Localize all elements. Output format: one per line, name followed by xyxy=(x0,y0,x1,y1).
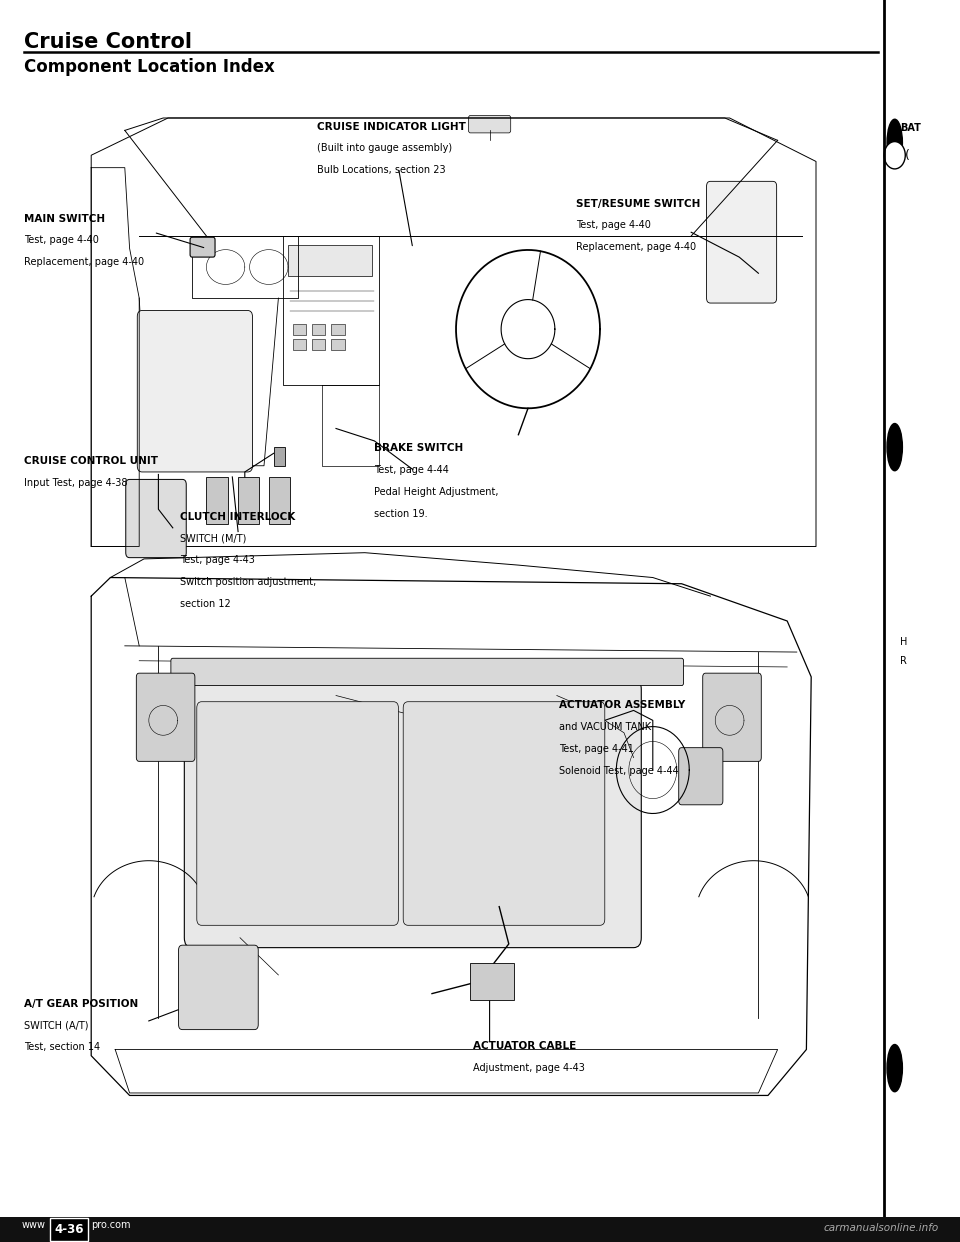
Bar xyxy=(293,339,306,350)
Circle shape xyxy=(884,142,905,169)
FancyBboxPatch shape xyxy=(703,673,761,761)
Text: Test, page 4-43: Test, page 4-43 xyxy=(180,555,255,565)
Text: Test, page 4-44: Test, page 4-44 xyxy=(374,465,449,476)
Text: CLUTCH INTERLOCK: CLUTCH INTERLOCK xyxy=(180,512,296,522)
Text: Bulb Locations, section 23: Bulb Locations, section 23 xyxy=(317,165,445,175)
Text: carmanualsonline.info: carmanualsonline.info xyxy=(824,1223,939,1233)
Bar xyxy=(331,339,345,350)
Bar xyxy=(288,245,372,276)
Text: Solenoid Test, page 4-44: Solenoid Test, page 4-44 xyxy=(559,765,679,776)
Text: section 12: section 12 xyxy=(180,599,231,609)
FancyBboxPatch shape xyxy=(197,702,398,925)
Text: Test, page 4-40: Test, page 4-40 xyxy=(24,236,99,246)
Text: Switch position adjustment,: Switch position adjustment, xyxy=(180,576,317,587)
Bar xyxy=(293,324,306,335)
FancyBboxPatch shape xyxy=(707,181,777,303)
Bar xyxy=(312,324,325,335)
Bar xyxy=(274,447,285,466)
Bar xyxy=(470,963,514,1000)
Text: Component Location Index: Component Location Index xyxy=(24,58,275,76)
Text: Replacement, page 4-40: Replacement, page 4-40 xyxy=(576,242,696,252)
Text: SWITCH (M/T): SWITCH (M/T) xyxy=(180,534,247,544)
Text: A/T GEAR POSITION: A/T GEAR POSITION xyxy=(24,999,138,1009)
FancyBboxPatch shape xyxy=(184,679,641,948)
Text: Test, page 4-40: Test, page 4-40 xyxy=(576,221,651,231)
Text: Test, section 14: Test, section 14 xyxy=(24,1042,100,1052)
FancyBboxPatch shape xyxy=(136,673,195,761)
Text: CRUISE CONTROL UNIT: CRUISE CONTROL UNIT xyxy=(24,456,158,466)
Bar xyxy=(206,477,228,524)
Text: BRAKE SWITCH: BRAKE SWITCH xyxy=(374,443,464,453)
Bar xyxy=(0,1217,960,1242)
Text: and VACUUM TANK: and VACUUM TANK xyxy=(559,723,651,733)
Ellipse shape xyxy=(887,424,902,471)
Text: SET/RESUME SWITCH: SET/RESUME SWITCH xyxy=(576,199,701,209)
FancyBboxPatch shape xyxy=(403,702,605,925)
FancyBboxPatch shape xyxy=(179,945,258,1030)
Text: CRUISE INDICATOR LIGHT: CRUISE INDICATOR LIGHT xyxy=(317,122,466,132)
Text: (: ( xyxy=(905,149,910,161)
Text: SWITCH (A/T): SWITCH (A/T) xyxy=(24,1021,88,1031)
Text: Cruise Control: Cruise Control xyxy=(24,32,192,52)
Text: Input Test, page 4-38: Input Test, page 4-38 xyxy=(24,477,128,488)
Ellipse shape xyxy=(887,119,902,166)
Text: ACTUATOR ASSEMBLY: ACTUATOR ASSEMBLY xyxy=(559,700,685,710)
FancyBboxPatch shape xyxy=(468,116,511,133)
FancyBboxPatch shape xyxy=(190,237,215,257)
Text: ACTUATOR CABLE: ACTUATOR CABLE xyxy=(473,1041,577,1051)
Text: pro.com: pro.com xyxy=(91,1220,131,1230)
FancyBboxPatch shape xyxy=(679,748,723,805)
Text: Test, page 4-41: Test, page 4-41 xyxy=(559,744,634,754)
Bar xyxy=(238,477,259,524)
Bar xyxy=(312,339,325,350)
Text: Replacement, page 4-40: Replacement, page 4-40 xyxy=(24,257,144,267)
Text: (Built into gauge assembly): (Built into gauge assembly) xyxy=(317,144,452,154)
FancyBboxPatch shape xyxy=(137,310,252,472)
Text: section 19.: section 19. xyxy=(374,509,428,519)
Text: R: R xyxy=(900,656,906,666)
Text: MAIN SWITCH: MAIN SWITCH xyxy=(24,214,106,224)
Text: H: H xyxy=(900,637,907,647)
Text: www: www xyxy=(21,1220,45,1230)
Text: BAT: BAT xyxy=(900,123,922,133)
Text: Adjustment, page 4-43: Adjustment, page 4-43 xyxy=(473,1062,586,1073)
Text: 4-36: 4-36 xyxy=(55,1223,84,1236)
Text: Pedal Height Adjustment,: Pedal Height Adjustment, xyxy=(374,487,499,497)
FancyBboxPatch shape xyxy=(126,479,186,558)
FancyBboxPatch shape xyxy=(171,658,684,686)
Bar xyxy=(269,477,290,524)
Bar xyxy=(50,1218,88,1241)
Bar xyxy=(331,324,345,335)
Ellipse shape xyxy=(887,1045,902,1092)
